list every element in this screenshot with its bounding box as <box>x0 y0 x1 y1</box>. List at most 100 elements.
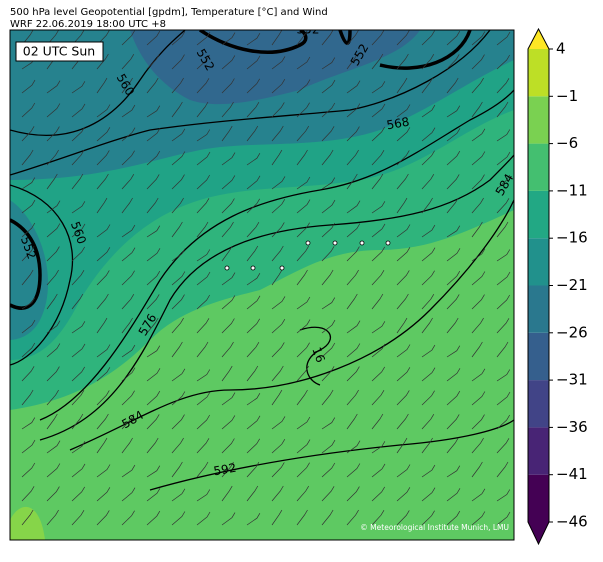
wind-barb <box>471 341 483 358</box>
wind-barb <box>296 176 311 190</box>
wind-barb <box>446 174 460 190</box>
wind-barb <box>21 149 34 166</box>
wind-barb <box>246 245 259 262</box>
colorbar-band <box>528 332 549 381</box>
wind-barb <box>321 222 336 238</box>
wind-barb <box>46 486 60 502</box>
wind-barb <box>371 510 385 526</box>
colorbar-band <box>528 49 549 97</box>
wind-barb <box>21 389 34 406</box>
wind-barb <box>396 510 410 526</box>
wind-barb <box>321 462 336 478</box>
wind-barb <box>296 342 310 358</box>
wind-barb <box>421 294 435 310</box>
wind-barb <box>496 489 511 502</box>
wind-barb <box>296 149 308 166</box>
wind-barb <box>96 270 110 286</box>
city-markers <box>224 240 391 271</box>
wind-barb <box>96 293 109 310</box>
wind-barb <box>496 511 511 526</box>
wind-barb <box>296 125 310 142</box>
wind-barb <box>446 77 459 94</box>
wind-barb <box>271 319 286 334</box>
wind-barb <box>196 31 211 46</box>
wind-barb <box>96 197 108 214</box>
wind-barb <box>71 441 86 454</box>
wind-barb <box>396 104 411 118</box>
wind-barb <box>146 510 161 526</box>
wind-barb <box>96 150 110 166</box>
wind-barb <box>46 509 59 526</box>
wind-barb <box>271 245 284 262</box>
wind-barb <box>221 221 234 238</box>
wind-barb <box>271 222 285 238</box>
wind-barb <box>171 31 186 46</box>
wind-barb <box>221 32 236 46</box>
wind-barb <box>121 510 135 526</box>
wind-barb <box>171 488 186 502</box>
wind-barb <box>21 199 36 214</box>
wind-barb <box>96 367 111 382</box>
wind-barb <box>96 224 111 238</box>
wind-barb <box>146 465 161 478</box>
wind-barb <box>196 318 210 334</box>
wind-barb <box>171 414 185 430</box>
wind-barb <box>221 125 233 142</box>
wind-barb <box>446 270 461 286</box>
wind-barb <box>346 509 359 526</box>
wind-barb <box>371 30 385 46</box>
wind-barb <box>246 273 261 286</box>
colorbar-band <box>528 190 549 239</box>
wind-barb <box>296 269 308 286</box>
wind-barb <box>171 197 184 214</box>
wind-barb <box>21 269 34 286</box>
wind-barb <box>371 441 386 454</box>
wind-barb <box>71 486 86 502</box>
wind-barb <box>221 295 236 310</box>
wind-barb <box>446 488 461 502</box>
wind-barb <box>496 271 511 286</box>
wind-barb <box>346 173 358 190</box>
wind-barb <box>121 294 135 310</box>
wind-barb <box>346 53 358 70</box>
wind-barb <box>396 344 411 358</box>
wind-barb <box>171 317 184 334</box>
wind-barb <box>321 126 335 142</box>
wind-barb <box>371 343 386 358</box>
wind-barb <box>496 461 509 478</box>
wind-barb <box>196 489 211 502</box>
wind-barb <box>121 150 135 166</box>
wind-barb <box>371 293 384 310</box>
wind-barb <box>446 30 461 46</box>
wind-barb <box>196 129 211 142</box>
wind-barb <box>21 126 35 142</box>
colorbar-band <box>528 143 549 191</box>
wind-barb <box>221 245 233 262</box>
wind-barb <box>71 510 85 526</box>
wind-barb <box>271 416 286 430</box>
wind-barb <box>221 485 233 502</box>
colorbar-tick-label: −36 <box>556 418 588 436</box>
wind-barb <box>246 342 260 358</box>
wind-barb <box>321 389 334 406</box>
wind-barb <box>171 77 184 94</box>
wind-barb <box>296 30 308 46</box>
wind-barb <box>221 152 236 166</box>
wind-barb <box>46 293 58 310</box>
wind-barb <box>446 390 461 406</box>
wind-barb <box>396 127 411 142</box>
wind-barb <box>96 437 108 454</box>
wind-barb <box>146 225 161 238</box>
wind-barb <box>21 342 36 358</box>
wind-barb <box>471 54 485 70</box>
wind-barb <box>121 464 136 478</box>
wind-barb <box>46 246 60 262</box>
wind-barb <box>246 365 259 382</box>
wind-barb <box>121 390 135 406</box>
wind-barb <box>471 271 486 286</box>
wind-barb <box>221 461 234 478</box>
wind-barb <box>471 101 483 118</box>
wind-barb <box>221 101 234 118</box>
wind-barb <box>321 509 334 526</box>
